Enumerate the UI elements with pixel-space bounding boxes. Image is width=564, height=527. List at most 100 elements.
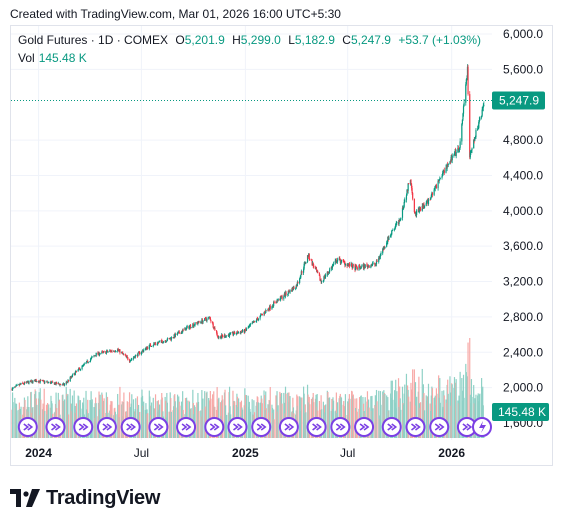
volume-bar <box>206 391 208 438</box>
last-volume-tag: 145.48 K <box>492 403 549 421</box>
candle-body <box>107 351 109 353</box>
change-value: +53.7 (+1.03%) <box>398 33 482 47</box>
candle-body <box>98 354 101 356</box>
candle-body <box>248 325 250 327</box>
candles <box>11 64 485 391</box>
volume-bar <box>471 396 473 438</box>
volume-bar <box>131 394 133 438</box>
candle-body <box>392 229 394 231</box>
volume-bar <box>147 413 149 438</box>
last-volume-tag-text: 145.48 K <box>498 405 546 419</box>
candle-body <box>272 305 274 307</box>
candle-body <box>419 207 421 209</box>
x-tick-label: 2026 <box>438 446 465 460</box>
volume-bar <box>67 414 70 438</box>
candle-body <box>302 268 305 273</box>
tradingview-logo-icon <box>10 489 40 507</box>
candle-body <box>122 352 124 354</box>
candle-body <box>193 324 196 326</box>
candle-body <box>185 327 187 331</box>
volume-bar <box>455 379 457 438</box>
symbol-label[interactable]: Gold Futures · 1D · COMEX <box>18 33 169 47</box>
volume-bar <box>325 404 327 438</box>
candle-body <box>170 337 172 340</box>
volume-bar <box>344 394 347 438</box>
candle-body <box>287 293 289 295</box>
volume-bar <box>135 398 137 438</box>
candle-body <box>253 321 255 323</box>
candle-body <box>95 352 97 356</box>
candle-body <box>149 344 152 346</box>
candle-body <box>344 263 347 266</box>
volume-bar <box>245 395 248 438</box>
candle-body <box>391 230 393 232</box>
event-markers[interactable] <box>17 417 492 437</box>
candle-body <box>196 322 198 324</box>
candle-body <box>475 130 477 138</box>
event-marker-arrow <box>51 423 61 431</box>
candle-body <box>371 263 374 265</box>
candle-body <box>370 265 372 268</box>
candle-body <box>305 261 307 264</box>
event-marker-arrow <box>434 423 445 431</box>
volume-bar <box>348 394 350 438</box>
candle-body <box>414 212 416 214</box>
y-axis[interactable]: 6,000.0 5,600.0 4,800.0 4,400.0 4,000.0 3,600… <box>503 27 543 430</box>
candle-body <box>393 229 396 230</box>
candle-body <box>435 184 438 189</box>
candle-body <box>439 178 441 181</box>
candle-body <box>336 259 339 262</box>
last-volume-tag-bg <box>492 403 549 421</box>
candle-body <box>336 261 338 263</box>
event-marker-arrow <box>233 423 243 431</box>
candle-body <box>247 327 249 329</box>
candle-body <box>334 260 336 264</box>
candle-body <box>264 312 266 314</box>
candle-body <box>182 329 184 333</box>
candle-body <box>241 329 244 332</box>
candle-body <box>150 346 153 347</box>
close-label: C <box>342 33 351 47</box>
candle-body <box>478 121 480 128</box>
x-tick-label: 2025 <box>232 446 259 460</box>
candle-body <box>65 381 67 385</box>
candle-body <box>248 326 250 328</box>
candle-body <box>269 305 271 309</box>
x-axis[interactable]: 2024 Jul 2025 Jul 2026 <box>25 446 465 460</box>
candle-body <box>430 197 432 200</box>
candle-body <box>212 321 214 324</box>
candle-body <box>382 248 384 254</box>
volume-bar <box>408 396 410 438</box>
candle-body <box>343 260 345 262</box>
candle-body <box>139 352 141 355</box>
candle-body <box>400 217 402 220</box>
candle-body <box>11 388 14 391</box>
tradingview-wordmark: TradingView <box>46 486 161 509</box>
event-marker-arrow <box>462 423 473 431</box>
candle-body <box>260 314 262 316</box>
candle-body <box>77 369 79 372</box>
candle-body <box>328 272 330 274</box>
event-marker-arrow <box>23 423 34 431</box>
tradingview-brand[interactable]: TradingView <box>10 486 160 510</box>
candle-body <box>153 343 155 346</box>
candle-body <box>56 382 58 385</box>
candle-body <box>74 372 76 376</box>
event-marker-arrow <box>102 423 113 431</box>
candle-body <box>232 332 234 335</box>
candle-body <box>339 258 341 263</box>
candle-body <box>403 206 405 209</box>
high-label: H <box>232 33 241 47</box>
candle-body <box>413 198 415 213</box>
candle-body <box>194 322 196 325</box>
candle-body <box>395 224 397 227</box>
volume-bar <box>63 399 66 438</box>
candle-body <box>218 336 220 338</box>
candle-body <box>289 289 291 293</box>
candle-body <box>342 259 344 261</box>
candle-body <box>128 359 131 362</box>
candle-body <box>63 384 66 386</box>
candle-body <box>253 321 256 322</box>
candle-body <box>471 148 473 151</box>
